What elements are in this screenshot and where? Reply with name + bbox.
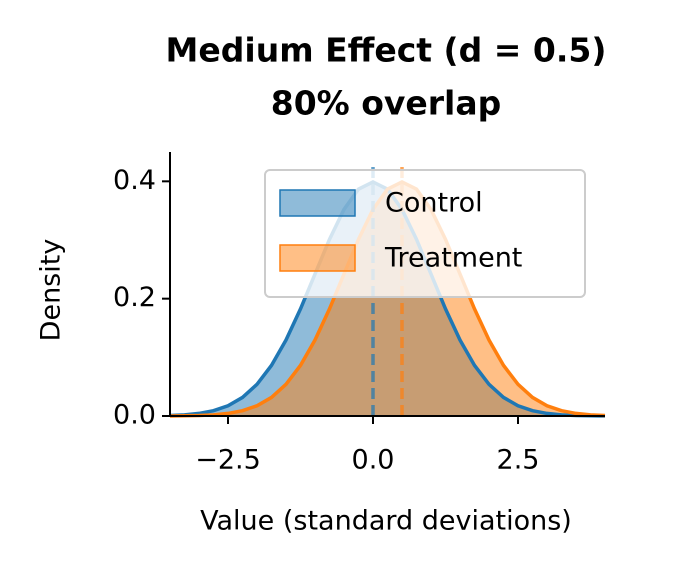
legend-swatch xyxy=(279,189,356,217)
x-tick-label: 2.5 xyxy=(497,445,540,476)
y-axis-label: Density xyxy=(36,239,67,342)
y-tick-label: 0.2 xyxy=(113,282,156,313)
y-tick-label: 0.4 xyxy=(113,165,156,196)
legend-label: Control xyxy=(385,188,483,219)
x-axis-label: Value (standard deviations) xyxy=(200,506,572,537)
y-tick-label: 0.0 xyxy=(113,400,156,431)
legend-swatch xyxy=(279,244,356,272)
chart-subtitle: 80% overlap xyxy=(271,84,502,123)
chart-title: Medium Effect (d = 0.5) xyxy=(166,31,607,70)
x-tick-label: 0.0 xyxy=(352,445,395,476)
density-area xyxy=(170,181,605,416)
x-tick-label: −2.5 xyxy=(195,445,261,476)
legend-label: Treatment xyxy=(384,243,522,274)
